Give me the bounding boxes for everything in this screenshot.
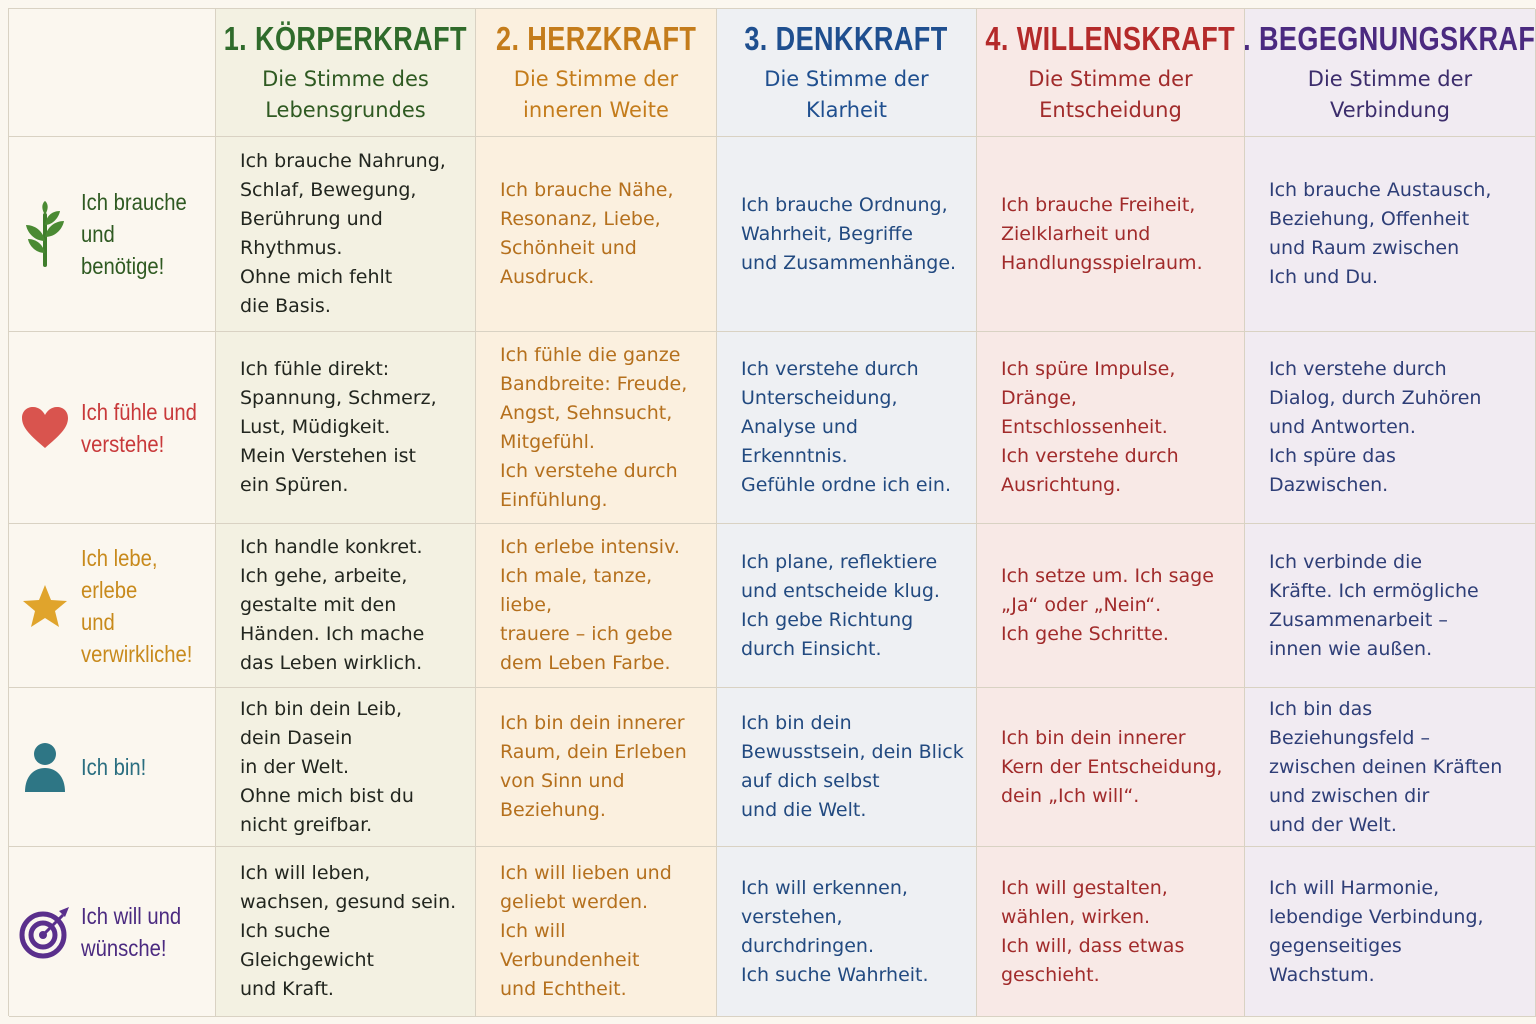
column-header-begegnungskraft: 5. BEGEGNUNGSKRAFT Die Stimme der Verbin… bbox=[1245, 9, 1536, 137]
row-label-text: Ich bin! bbox=[81, 754, 147, 780]
cell-text: Ich handle konkret. Ich gehe, arbeite, g… bbox=[240, 536, 425, 674]
cell-text: Ich brauche Ordnung, Wahrheit, Begriffe … bbox=[741, 193, 957, 274]
cell-text: Ich bin dein Bewusstsein, dein Blick auf… bbox=[741, 712, 964, 821]
column-subtitle: Die Stimme der Verbindung bbox=[1307, 66, 1473, 122]
cell-text: Ich fühle die ganze Bandbreite: Freude, … bbox=[500, 343, 688, 511]
cell-begegnung-bin: Ich bin das Beziehungsfeld – zwischen de… bbox=[1245, 688, 1536, 847]
cell-denk-brauche: Ich brauche Ordnung, Wahrheit, Begriffe … bbox=[717, 137, 977, 332]
row-label-bin: Ich bin! bbox=[9, 688, 216, 847]
cell-koerper-bin: Ich bin dein Leib, dein Dasein in der We… bbox=[216, 688, 476, 847]
cell-text: Ich verstehe durch Dialog, durch Zuhören… bbox=[1269, 358, 1482, 496]
cell-text: Ich bin dein Leib, dein Dasein in der We… bbox=[240, 697, 414, 836]
cell-willen-will: Ich will gestalten, wählen, wirken. Ich … bbox=[977, 847, 1245, 1017]
heart-icon bbox=[19, 406, 71, 450]
cell-willen-bin: Ich bin dein innerer Kern der Entscheidu… bbox=[977, 688, 1245, 847]
column-title: 2. HERZKRAFT bbox=[495, 19, 697, 57]
cell-text: Ich brauche Freiheit, Zielklarheit und H… bbox=[1001, 193, 1203, 274]
column-header-denkkraft: 3. DENKKRAFT Die Stimme der Klarheit bbox=[717, 9, 977, 137]
cell-denk-bin: Ich bin dein Bewusstsein, dein Blick auf… bbox=[717, 688, 977, 847]
cell-text: Ich will gestalten, wählen, wirken. Ich … bbox=[1001, 876, 1185, 986]
cell-herz-will: Ich will lieben und geliebt werden. Ich … bbox=[476, 847, 717, 1017]
column-header-willenskraft: 4. WILLENSKRAFT Die Stimme der Entscheid… bbox=[977, 9, 1245, 137]
column-title: 5. BEGEGNUNGSKRAFT bbox=[1245, 19, 1536, 57]
star-icon bbox=[19, 584, 71, 628]
cell-text: Ich bin das Beziehungsfeld – zwischen de… bbox=[1269, 697, 1503, 836]
cell-herz-brauche: Ich brauche Nähe, Resonanz, Liebe, Schön… bbox=[476, 137, 717, 332]
cell-text: Ich verbinde die Kräfte. Ich ermögliche … bbox=[1269, 550, 1479, 660]
column-title: 1. KÖRPERKRAFT bbox=[223, 19, 468, 57]
column-title: 4. WILLENSKRAFT bbox=[985, 19, 1236, 57]
cell-koerper-lebe: Ich handle konkret. Ich gehe, arbeite, g… bbox=[216, 524, 476, 688]
column-subtitle: Die Stimme der inneren Weite bbox=[513, 66, 679, 122]
cell-text: Ich will erkennen, verstehen, durchdring… bbox=[741, 876, 929, 986]
person-icon bbox=[19, 742, 71, 792]
row-label-will: Ich will und wünsche! bbox=[9, 847, 216, 1017]
column-subtitle: Die Stimme der Klarheit bbox=[764, 66, 929, 122]
cell-text: Ich will leben, wachsen, gesund sein. Ic… bbox=[240, 862, 457, 1000]
cell-text: Ich will Harmonie, lebendige Verbindung,… bbox=[1269, 876, 1484, 986]
cell-willen-fuehle: Ich spüre Impulse, Dränge, Entschlossenh… bbox=[977, 332, 1245, 524]
cell-text: Ich brauche Nähe, Resonanz, Liebe, Schön… bbox=[500, 179, 674, 288]
corner-cell bbox=[9, 9, 216, 137]
column-subtitle: Die Stimme des Lebensgrundes bbox=[262, 66, 429, 122]
cell-begegnung-brauche: Ich brauche Austausch, Beziehung, Offenh… bbox=[1245, 137, 1536, 332]
cell-text: Ich verstehe durch Unterscheidung, Analy… bbox=[741, 358, 951, 496]
cell-text: Ich brauche Nahrung, Schlaf, Bewegung, B… bbox=[240, 150, 446, 317]
cell-text: Ich spüre Impulse, Dränge, Entschlossenh… bbox=[1001, 358, 1179, 496]
cell-willen-lebe: Ich setze um. Ich sage „Ja“ oder „Nein“.… bbox=[977, 524, 1245, 688]
cell-koerper-will: Ich will leben, wachsen, gesund sein. Ic… bbox=[216, 847, 476, 1017]
row-label-fuehle: Ich fühle und verstehe! bbox=[9, 332, 216, 524]
column-header-koerperkraft: 1. KÖRPERKRAFT Die Stimme des Lebensgrun… bbox=[216, 9, 476, 137]
column-title: 3. DENKKRAFT bbox=[744, 19, 949, 57]
cell-herz-fuehle: Ich fühle die ganze Bandbreite: Freude, … bbox=[476, 332, 717, 524]
kraefte-table: 1. KÖRPERKRAFT Die Stimme des Lebensgrun… bbox=[8, 8, 1536, 1017]
cell-koerper-brauche: Ich brauche Nahrung, Schlaf, Bewegung, B… bbox=[216, 137, 476, 332]
column-subtitle: Die Stimme der Entscheidung bbox=[1028, 66, 1193, 122]
cell-text: Ich bin dein innerer Kern der Entscheidu… bbox=[1001, 726, 1223, 807]
row-label-brauche: Ich brauche und benötige! bbox=[9, 137, 216, 332]
cell-herz-bin: Ich bin dein innerer Raum, dein Erleben … bbox=[476, 688, 717, 847]
row-label-text: Ich will und wünsche! bbox=[81, 902, 182, 961]
cell-text: Ich setze um. Ich sage „Ja“ oder „Nein“.… bbox=[1001, 565, 1214, 645]
row-label-lebe: Ich lebe, erlebe und verwirkliche! bbox=[9, 524, 216, 688]
cell-text: Ich plane, reflektiere und entscheide kl… bbox=[741, 550, 940, 660]
cell-begegnung-fuehle: Ich verstehe durch Dialog, durch Zuhören… bbox=[1245, 332, 1536, 524]
row-label-text: Ich brauche und benötige! bbox=[81, 189, 187, 279]
cell-herz-lebe: Ich erlebe intensiv. Ich male, tanze, li… bbox=[476, 524, 717, 688]
cell-text: Ich erlebe intensiv. Ich male, tanze, li… bbox=[500, 536, 680, 674]
cell-willen-brauche: Ich brauche Freiheit, Zielklarheit und H… bbox=[977, 137, 1245, 332]
cell-begegnung-lebe: Ich verbinde die Kräfte. Ich ermögliche … bbox=[1245, 524, 1536, 688]
cell-koerper-fuehle: Ich fühle direkt: Spannung, Schmerz, Lus… bbox=[216, 332, 476, 524]
cell-begegnung-will: Ich will Harmonie, lebendige Verbindung,… bbox=[1245, 847, 1536, 1017]
row-label-text: Ich fühle und verstehe! bbox=[81, 398, 197, 457]
row-label-text: Ich lebe, erlebe und verwirkliche! bbox=[81, 544, 193, 667]
column-header-herzkraft: 2. HERZKRAFT Die Stimme der inneren Weit… bbox=[476, 9, 717, 137]
cell-text: Ich will lieben und geliebt werden. Ich … bbox=[500, 862, 672, 1000]
cell-denk-will: Ich will erkennen, verstehen, durchdring… bbox=[717, 847, 977, 1017]
cell-text: Ich bin dein innerer Raum, dein Erleben … bbox=[500, 712, 687, 821]
cell-text: Ich fühle direkt: Spannung, Schmerz, Lus… bbox=[240, 358, 437, 496]
cell-denk-fuehle: Ich verstehe durch Unterscheidung, Analy… bbox=[717, 332, 977, 524]
cell-text: Ich brauche Austausch, Beziehung, Offenh… bbox=[1269, 179, 1492, 288]
cell-denk-lebe: Ich plane, reflektiere und entscheide kl… bbox=[717, 524, 977, 688]
target-icon bbox=[19, 905, 71, 959]
plant-icon bbox=[19, 201, 71, 267]
